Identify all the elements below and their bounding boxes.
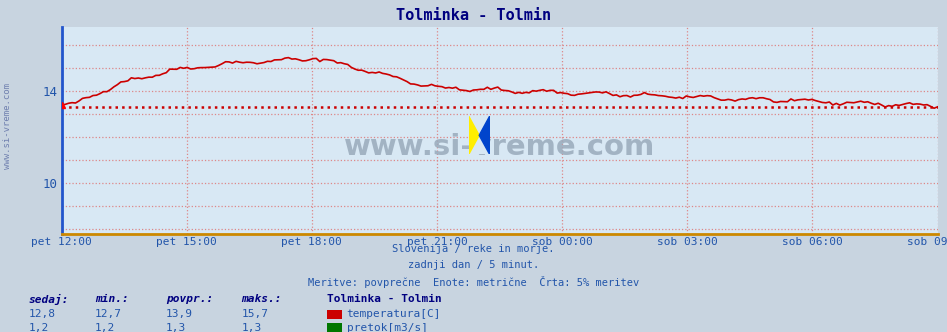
Text: 1,3: 1,3 [241, 323, 261, 332]
Text: 13,9: 13,9 [166, 309, 193, 319]
Text: Slovenija / reke in morje.: Slovenija / reke in morje. [392, 244, 555, 254]
Text: www.si-vreme.com: www.si-vreme.com [3, 83, 12, 169]
Polygon shape [479, 116, 490, 154]
Text: 12,8: 12,8 [28, 309, 56, 319]
Text: Tolminka - Tolmin: Tolminka - Tolmin [327, 294, 441, 304]
Text: 1,2: 1,2 [95, 323, 115, 332]
Text: zadnji dan / 5 minut.: zadnji dan / 5 minut. [408, 260, 539, 270]
Text: 1,2: 1,2 [28, 323, 48, 332]
Text: Tolminka - Tolmin: Tolminka - Tolmin [396, 8, 551, 23]
Polygon shape [469, 116, 479, 154]
Text: www.si-vreme.com: www.si-vreme.com [344, 133, 655, 161]
Text: maks.:: maks.: [241, 294, 282, 304]
Text: temperatura[C]: temperatura[C] [347, 309, 441, 319]
Text: sedaj:: sedaj: [28, 294, 69, 305]
Text: 15,7: 15,7 [241, 309, 269, 319]
Text: 12,7: 12,7 [95, 309, 122, 319]
Text: pretok[m3/s]: pretok[m3/s] [347, 323, 428, 332]
Text: Meritve: povprečne  Enote: metrične  Črta: 5% meritev: Meritve: povprečne Enote: metrične Črta:… [308, 276, 639, 288]
Text: 1,3: 1,3 [166, 323, 186, 332]
Text: povpr.:: povpr.: [166, 294, 213, 304]
Text: min.:: min.: [95, 294, 129, 304]
